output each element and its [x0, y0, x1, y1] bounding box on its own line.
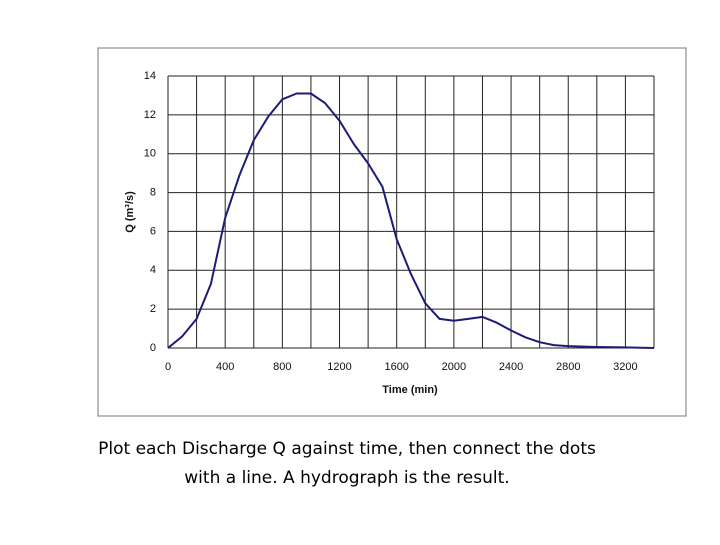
chart-frame	[97, 47, 687, 417]
y-tick-label: 14	[144, 70, 156, 82]
y-tick-label: 0	[150, 342, 156, 354]
x-tick-label: 400	[216, 361, 234, 373]
x-tick-label: 3200	[613, 361, 637, 373]
x-tick-label: 1600	[384, 361, 408, 373]
y-tick-label: 6	[150, 225, 156, 237]
y-tick-label: 4	[150, 264, 156, 276]
x-tick-label: 800	[273, 361, 291, 373]
x-tick-label: 0	[165, 361, 171, 373]
x-tick-label: 1200	[327, 361, 351, 373]
y-tick-label: 2	[150, 303, 156, 315]
x-axis-label: Time (min)	[382, 384, 438, 396]
y-tick-label: 8	[150, 186, 156, 198]
x-tick-label: 2000	[442, 361, 466, 373]
caption-line: with a line. A hydrograph is the result.	[184, 468, 509, 488]
y-axis-label: Q (m³/s)	[124, 191, 136, 233]
y-tick-label: 12	[144, 109, 156, 121]
x-tick-label: 2800	[556, 361, 580, 373]
x-tick-label: 2400	[499, 361, 523, 373]
y-tick-label: 10	[144, 148, 156, 160]
caption-line: Plot each Discharge Q against time, then…	[98, 439, 596, 459]
hydrograph-line	[167, 92, 655, 349]
